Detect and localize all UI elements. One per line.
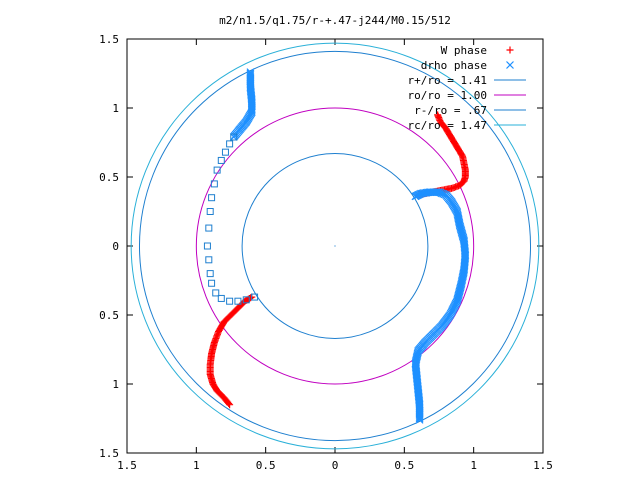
data-markers [203,68,470,424]
y-tick-label: 0.5 [99,171,119,184]
square-marker [206,270,214,278]
y-tick-label: 1.5 [99,447,119,460]
y-tick-label: 0.5 [99,309,119,322]
w-phase-point [226,401,234,409]
legend-label: r-/ro = .67 [414,104,487,117]
drho-phase-point [229,133,238,141]
drho-phase-point [415,414,424,423]
legend-label: rc/ro = 1.47 [408,119,487,132]
x-tick-label: 0.5 [256,459,276,472]
square-marker [205,224,213,232]
origin-dot [334,245,336,247]
x-tick-label: 1 [470,459,477,472]
x-tick-label: 1 [193,459,200,472]
square-marker [226,140,234,148]
legend-swatch-marker [506,46,514,54]
y-tick-label: 1.5 [99,33,119,46]
square-marker [206,208,214,215]
legend-label: W phase [441,44,487,57]
square-marker [212,289,220,297]
legend-label: r+/ro = 1.41 [408,74,487,87]
x-tick-label: 0 [332,459,339,472]
square-marker [242,296,250,304]
plot-frame [126,38,544,454]
reference-circle [130,42,540,450]
square-marker [205,256,213,264]
w-phase-point [225,400,233,408]
chart-title: m2/n1.5/q1.75/r-+.47-j244/M0.15/512 [219,14,451,27]
reference-circle [138,50,532,442]
square-marker [226,297,234,305]
y-tick-label: 0 [112,240,119,253]
square-marker [203,242,211,250]
square-marker [234,297,242,305]
y-tick-label: 1 [112,102,119,115]
reference-circle [241,153,429,339]
drho-phase-point [415,415,424,424]
legend-label: drho phase [421,59,487,72]
square-marker [251,293,259,301]
legend: W phase drho phase r+/ro = 1.41 ro/ro = 1.0… [408,44,526,132]
x-tick-label: 1.5 [117,459,137,472]
y-tick-label: 1 [112,378,119,391]
legend-swatch-marker [506,61,514,69]
square-marker [230,133,238,141]
square-marker [217,156,225,164]
x-tick-label: 0.5 [394,459,414,472]
square-marker [221,148,229,156]
square-marker [213,166,221,174]
reference-circle [195,107,475,385]
drho-phase-point [415,413,424,422]
square-marker [217,294,225,302]
reference-circles [130,42,540,450]
square-marker [210,180,218,188]
square-marker [208,194,216,202]
x-tick-label: 1.5 [533,459,553,472]
legend-label: ro/ro = 1.00 [408,89,487,102]
square-marker [208,279,216,287]
